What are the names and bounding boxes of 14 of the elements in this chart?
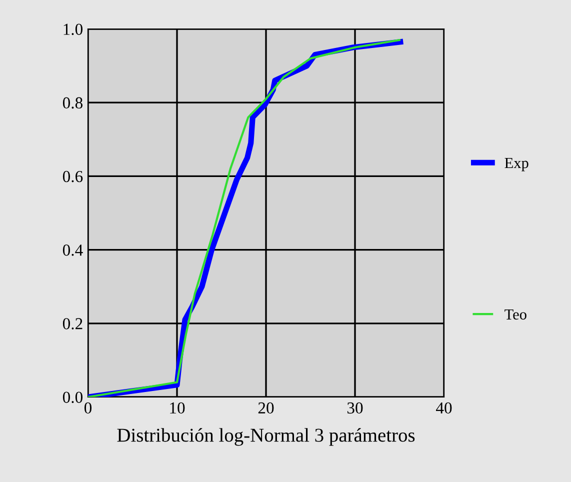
y-tick-label: 0.8 (62, 97, 83, 109)
y-tick-label: 0.6 (62, 170, 83, 182)
y-tick-label: 0.4 (62, 244, 83, 256)
y-tick-label: 0.2 (62, 318, 82, 330)
y-tick-label: 0.0 (62, 392, 83, 404)
legend-label: Teo (504, 309, 526, 320)
legend-label: Exp (504, 158, 528, 172)
x-tick-label: 40 (436, 402, 452, 414)
x-tick-label: 20 (258, 402, 274, 414)
x-tick-label: 10 (170, 402, 185, 414)
y-tick-label: 1.0 (64, 24, 83, 36)
x-tick-label: 0 (84, 402, 92, 414)
x-axis-title: Distribución log-Normal 3 parámetros (117, 428, 415, 446)
x-tick-label: 30 (347, 402, 363, 414)
